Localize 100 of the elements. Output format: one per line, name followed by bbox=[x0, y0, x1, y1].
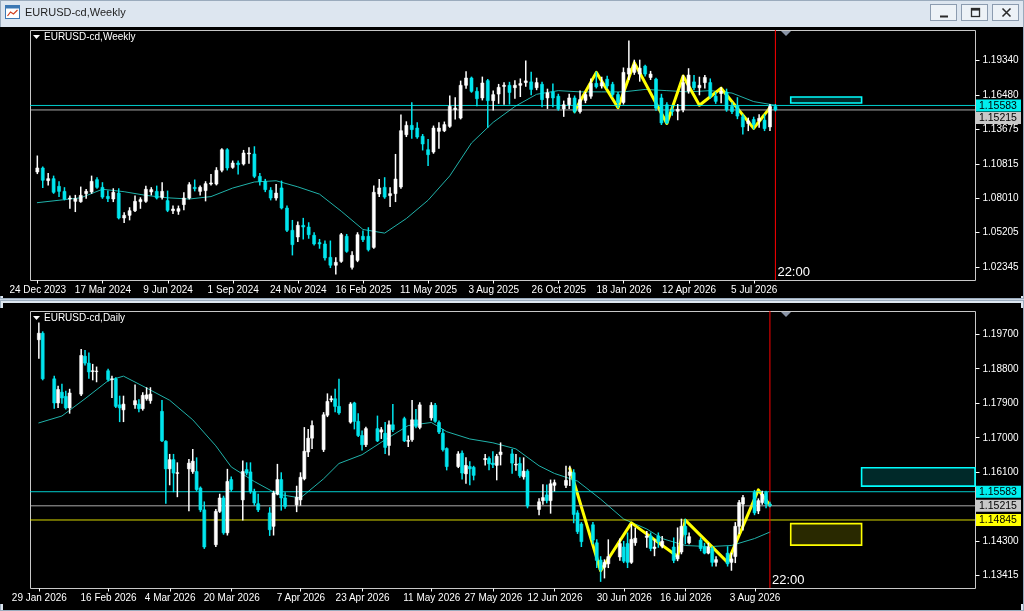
ref-line-label: 1.15215 bbox=[979, 111, 1018, 124]
candlestick bbox=[629, 524, 634, 564]
candlestick bbox=[110, 375, 114, 398]
ref-line-label: 1.15583 bbox=[979, 485, 1018, 498]
y-tick-label: 1.18800 bbox=[982, 362, 1020, 374]
x-tick-label: 24 Dec 2023 bbox=[9, 283, 67, 295]
candlestick bbox=[757, 114, 761, 128]
candlestick bbox=[644, 530, 649, 548]
candlestick bbox=[467, 461, 472, 486]
candlestick bbox=[719, 86, 723, 104]
candlestick bbox=[491, 451, 495, 469]
candlestick bbox=[175, 462, 180, 498]
candlestick bbox=[187, 458, 191, 512]
x-tick-label: 11 May 2025 bbox=[400, 283, 458, 295]
x-tick-label: 23 Apr 2026 bbox=[335, 591, 390, 603]
candlestick bbox=[725, 546, 730, 567]
candlestick bbox=[348, 402, 353, 424]
candlestick bbox=[165, 190, 170, 213]
y-tick-label: 1.17900 bbox=[982, 397, 1020, 409]
candlestick bbox=[741, 494, 745, 531]
x-tick-label: 12 Jun 2026 bbox=[527, 591, 583, 603]
candlestick bbox=[40, 166, 45, 189]
x-tick-label: 5 Jul 2026 bbox=[731, 283, 778, 295]
candlestick bbox=[391, 404, 395, 433]
x-tick-label: 4 Mar 2026 bbox=[144, 591, 196, 603]
candlestick bbox=[529, 71, 533, 96]
x-tick-label: 12 Apr 2026 bbox=[662, 283, 717, 295]
x-tick-label: 17 Mar 2024 bbox=[74, 283, 132, 295]
text: EURUSD-cd,Weekly bbox=[25, 6, 126, 18]
candlestick bbox=[236, 160, 240, 175]
x-tick-label: 27 May 2026 bbox=[464, 591, 523, 603]
x-tick-label: 18 Jan 2026 bbox=[596, 283, 652, 295]
candlestick bbox=[133, 384, 137, 409]
candlestick bbox=[460, 450, 464, 480]
candlestick bbox=[621, 540, 626, 564]
x-tick-label: 16 Feb 2026 bbox=[80, 591, 138, 603]
x-tick-label: 11 May 2026 bbox=[403, 591, 461, 603]
candlestick bbox=[675, 527, 680, 562]
candlestick bbox=[46, 172, 50, 186]
ref-line-label: 22:00 bbox=[777, 264, 810, 279]
candlestick bbox=[364, 426, 368, 447]
x-tick-label: 16 Feb 2025 bbox=[335, 283, 392, 295]
ref-line-label: 1.15583 bbox=[979, 98, 1018, 111]
y-tick-label: 1.14300 bbox=[982, 535, 1020, 547]
candlestick bbox=[637, 59, 642, 82]
y-tick-label: 1.16480 bbox=[982, 89, 1020, 101]
x-tick-label: 3 Aug 2025 bbox=[468, 283, 520, 295]
x-tick-label: 16 Jul 2026 bbox=[659, 591, 713, 603]
y-tick-label: 1.02345 bbox=[982, 261, 1020, 273]
candlestick bbox=[375, 415, 380, 443]
candlestick bbox=[518, 457, 522, 478]
candlestick bbox=[768, 104, 772, 132]
candlestick bbox=[121, 395, 126, 423]
y-tick-label: 1.10815 bbox=[982, 158, 1020, 170]
x-tick-label: 24 Nov 2024 bbox=[269, 283, 328, 295]
candlestick bbox=[337, 378, 341, 415]
candlestick bbox=[382, 177, 387, 199]
y-tick-label: 1.13675 bbox=[982, 123, 1020, 135]
x-tick-label: 30 Jun 2026 bbox=[596, 591, 653, 603]
candlestick bbox=[568, 465, 572, 487]
candlestick bbox=[671, 537, 676, 564]
candlestick bbox=[545, 88, 550, 109]
ref-line-label: 22:00 bbox=[771, 572, 805, 587]
x-tick-label: 1 Sep 2024 bbox=[207, 283, 260, 295]
candlestick bbox=[87, 352, 91, 379]
candlestick bbox=[502, 82, 506, 105]
y-tick-label: 1.08010 bbox=[982, 192, 1020, 204]
candlestick bbox=[225, 148, 230, 171]
candlestick bbox=[334, 257, 338, 275]
x-tick-label: 3 Aug 2026 bbox=[729, 591, 781, 603]
candlestick bbox=[523, 60, 528, 87]
candlestick bbox=[710, 546, 714, 567]
x-tick-label: 20 Mar 2026 bbox=[203, 591, 261, 603]
candlestick bbox=[426, 138, 430, 167]
candlestick bbox=[480, 76, 485, 101]
chart-title: EURUSD-cd,Daily bbox=[44, 312, 126, 323]
y-tick-label: 1.13415 bbox=[982, 569, 1020, 581]
chart-title: EURUSD-cd,Weekly bbox=[44, 31, 136, 42]
ref-line-label: 1.14845 bbox=[979, 513, 1018, 526]
x-tick-label: 29 Jan 2026 bbox=[11, 591, 68, 603]
y-tick-label: 1.16100 bbox=[982, 466, 1020, 478]
y-tick-label: 1.17000 bbox=[982, 431, 1020, 443]
x-tick-label: 9 Jun 2024 bbox=[143, 283, 194, 295]
y-tick-label: 1.19700 bbox=[982, 328, 1020, 340]
candlestick bbox=[483, 453, 487, 466]
candlestick bbox=[714, 556, 718, 567]
candlestick bbox=[564, 465, 568, 488]
candlestick bbox=[383, 422, 387, 454]
candlestick bbox=[56, 385, 60, 408]
x-tick-label: 7 Apr 2026 bbox=[276, 591, 326, 603]
ref-line-label: 1.15215 bbox=[979, 499, 1018, 512]
candlestick bbox=[618, 538, 622, 561]
candlestick bbox=[296, 221, 300, 243]
candlestick bbox=[402, 416, 407, 443]
y-tick-label: 1.19340 bbox=[982, 54, 1020, 66]
candlestick bbox=[301, 217, 306, 240]
candlestick bbox=[510, 448, 514, 474]
x-tick-label: 26 Oct 2025 bbox=[531, 283, 587, 295]
candlestick bbox=[464, 457, 468, 484]
candlestick bbox=[514, 453, 518, 471]
